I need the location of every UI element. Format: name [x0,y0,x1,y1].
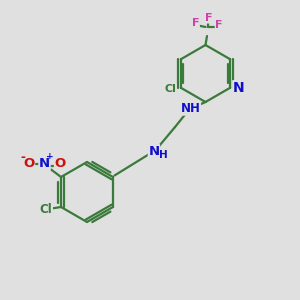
Text: N: N [39,157,50,170]
Text: NH: NH [181,102,200,115]
Text: +: + [46,152,54,161]
Text: N: N [233,81,244,95]
Text: F: F [192,18,199,28]
Text: O: O [23,157,34,170]
Text: Cl: Cl [164,84,176,94]
Text: N: N [148,145,160,158]
Text: -: - [20,151,25,164]
Text: O: O [55,157,66,170]
Text: Cl: Cl [40,203,52,216]
Text: F: F [205,13,212,23]
Text: F: F [215,20,223,31]
Text: ·H: ·H [155,150,168,160]
